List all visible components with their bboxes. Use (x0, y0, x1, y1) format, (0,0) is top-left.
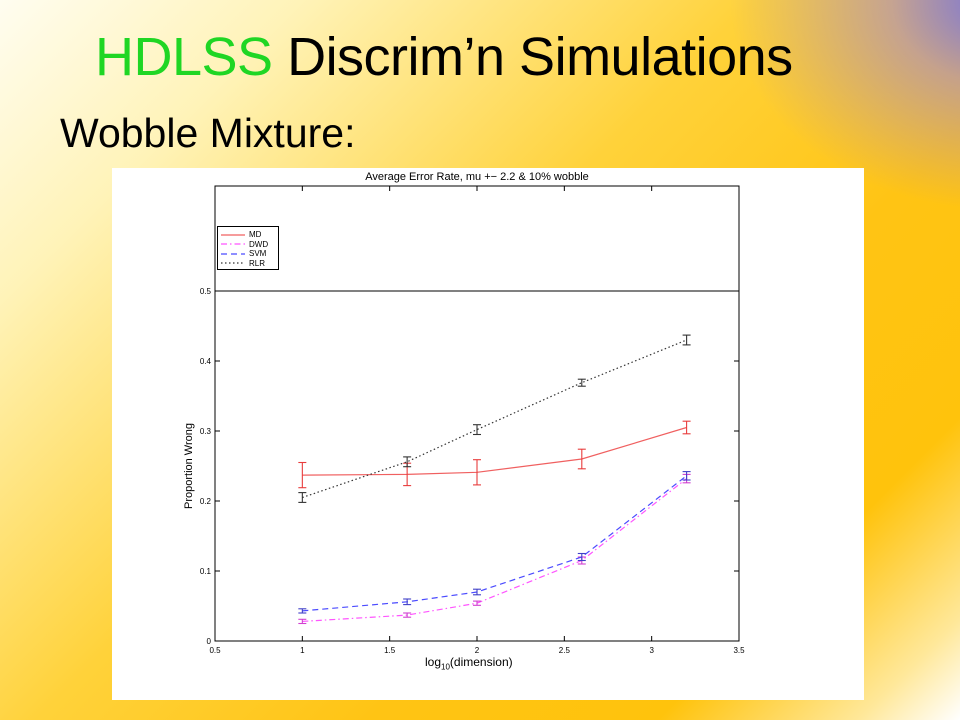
slide-subtitle: Wobble Mixture: (60, 110, 356, 156)
error-bar-rlr (473, 424, 481, 436)
x-tick-label: 3 (649, 646, 654, 655)
error-bar-md (577, 448, 586, 470)
error-bar-dwd (473, 600, 481, 606)
error-bar-svm (403, 598, 412, 606)
chart-figure: Average Error Rate, mu +− 2.2 & 10% wobb… (112, 168, 864, 700)
legend-label: SVM (249, 249, 267, 258)
error-bar-md (298, 461, 307, 489)
error-bar-rlr (577, 378, 586, 387)
error-bar-dwd (298, 618, 307, 625)
legend-entry-rlr: RLR (221, 259, 278, 269)
x-tick-label: 1.5 (384, 646, 396, 655)
y-axis-label: Proportion Wrong (183, 423, 195, 509)
slide-title: HDLSS Discrim’n Simulations (95, 26, 793, 88)
title-acronym: HDLSS (95, 27, 273, 87)
legend-entry-svm: SVM (221, 249, 278, 259)
title-text: Discrim’n Simulations (272, 27, 793, 87)
y-tick-label: 0.3 (200, 427, 212, 436)
plot-frame (214, 185, 740, 642)
error-bar-svm (577, 552, 586, 562)
error-bar-svm (682, 471, 691, 481)
chart-title: Average Error Rate, mu +− 2.2 & 10% wobb… (365, 171, 589, 183)
error-bar-svm (298, 608, 307, 614)
y-tick-label: 0.2 (200, 497, 212, 506)
legend-entry-dwd: DWD (221, 240, 278, 250)
error-bar-md (682, 420, 691, 435)
error-bar-rlr (403, 456, 412, 468)
error-bar-svm (473, 588, 481, 596)
x-tick-label: 0.5 (209, 646, 221, 655)
error-bar-rlr (298, 492, 307, 503)
y-tick-label: 0 (207, 637, 212, 646)
legend-swatch (221, 234, 245, 236)
x-axis-label-rest: (dimension) (449, 655, 513, 669)
series-line-md (302, 426, 687, 476)
x-tick-label: 1 (300, 646, 305, 655)
y-tick-label: 0.4 (200, 357, 212, 366)
series-line-rlr (302, 339, 687, 499)
legend-entry-md: MD (221, 230, 278, 240)
legend-label: MD (249, 230, 262, 239)
x-axis-label-subscript: 10 (441, 662, 450, 672)
legend-swatch (221, 262, 245, 264)
series-line-svm (302, 475, 687, 612)
legend-swatch (221, 253, 245, 255)
error-bar-rlr (682, 334, 691, 346)
chart-legend: MD DWD SVM RLR (217, 226, 279, 270)
y-tick-label: 0.5 (200, 287, 212, 296)
legend-label: RLR (249, 258, 266, 268)
legend-label: DWD (249, 239, 269, 249)
x-tick-label: 2.5 (559, 646, 571, 655)
series-line-dwd (302, 478, 687, 622)
y-tick-label: 0.1 (200, 567, 212, 576)
legend-swatch (221, 243, 245, 245)
error-bar-md (473, 459, 481, 486)
x-tick-label: 3.5 (733, 646, 745, 655)
x-axis-label: log10(dimension) (425, 655, 513, 671)
error-rate-chart: Average Error Rate, mu +− 2.2 & 10% wobb… (183, 171, 745, 655)
error-bar-dwd (403, 612, 412, 618)
x-tick-label: 2 (475, 646, 480, 655)
x-axis-label-log: log (425, 655, 442, 669)
